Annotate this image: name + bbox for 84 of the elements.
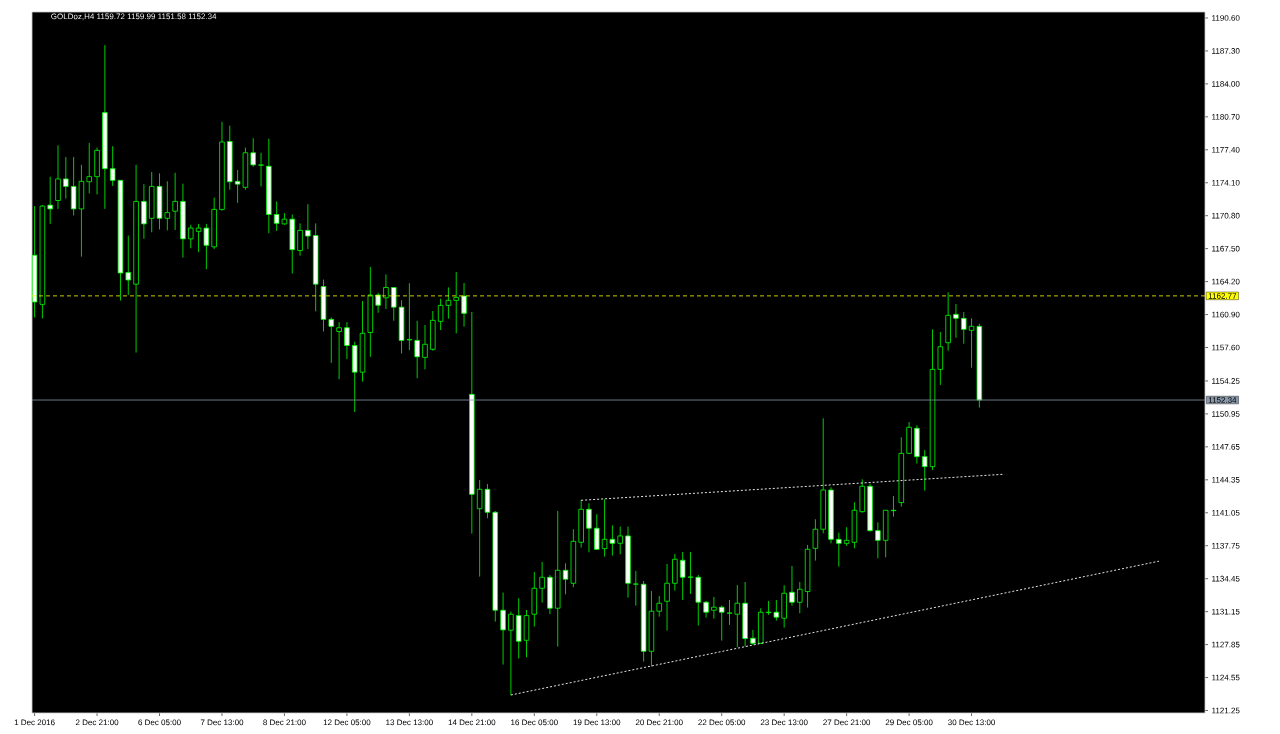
y-tick-label: 1160.90: [1212, 311, 1240, 318]
candlestick: [594, 513, 600, 551]
candlestick: [336, 321, 342, 380]
candlestick: [250, 137, 256, 168]
candlestick: [703, 600, 709, 619]
candlestick: [383, 274, 389, 310]
candlestick: [305, 203, 311, 250]
candlestick: [55, 144, 61, 210]
x-tick-label: 27 Dec 21:00: [823, 719, 871, 726]
candlestick: [711, 596, 717, 620]
x-tick-label: 13 Dec 13:00: [386, 719, 433, 726]
y-tick-label: 1167.50: [1212, 245, 1240, 252]
x-tick-label: 30 Dec 13:00: [948, 719, 996, 726]
candlestick: [672, 553, 678, 591]
candlestick: [453, 271, 459, 334]
chart-title: GOLDoz,H4 1159.72 1159.99 1151.58 1152.34: [51, 13, 217, 21]
candlestick: [141, 183, 147, 240]
candlestick: [297, 222, 303, 257]
x-tick-label: 1 Dec 2016: [14, 719, 55, 726]
x-tick-label: 16 Dec 05:00: [511, 719, 558, 726]
y-tick-label: 1154.25: [1212, 378, 1240, 384]
x-tick-label: 22 Dec 05:00: [698, 719, 746, 726]
candlestick: [875, 521, 881, 559]
y-tick-label: 1137.75: [1212, 542, 1240, 549]
y-tick-label: 1134.45: [1212, 575, 1240, 582]
x-tick-label: 20 Dec 21:00: [635, 719, 683, 726]
y-tick-label: 1150.95: [1212, 411, 1240, 417]
y-tick-label: 1141.05: [1212, 509, 1240, 516]
y-tick-label: 1147.65: [1212, 444, 1240, 450]
candlestick: [172, 172, 178, 231]
y-tick-label: 1177.40: [1212, 146, 1240, 153]
candlestick: [86, 142, 92, 194]
y-tick-label: 1127.85: [1212, 641, 1240, 648]
candlestick: [797, 581, 803, 614]
candlestick: [375, 292, 381, 314]
candlestick: [539, 561, 545, 604]
candlestick: [508, 611, 514, 696]
y-tick-label: 1190.60: [1212, 15, 1240, 21]
candlestick: [328, 317, 335, 364]
y-tick-label: 1121.25: [1212, 707, 1240, 714]
y-tick-label: 1164.20: [1212, 278, 1240, 285]
x-tick-label: 2 Dec 21:00: [75, 719, 119, 726]
candlestick: [586, 502, 592, 553]
x-tick-label: 12 Dec 05:00: [323, 719, 371, 726]
y-tick-label: 1174.10: [1212, 179, 1240, 186]
y-tick-label: 1184.00: [1212, 81, 1240, 87]
candlestick: [125, 235, 132, 296]
candlestick: [664, 563, 670, 631]
candlestick: [633, 570, 639, 607]
x-tick-label: 7 Dec 13:00: [200, 719, 244, 726]
candlestick: [617, 526, 623, 555]
ref-line-label: 1152.34: [1208, 397, 1237, 403]
candlestick: [953, 303, 959, 339]
candlestick: [461, 282, 467, 328]
x-tick-label: 8 Dec 21:00: [263, 719, 306, 726]
y-tick-label: 1157.60: [1212, 344, 1240, 351]
candlestick: [836, 532, 842, 567]
candlestick: [500, 592, 506, 665]
y-tick-label: 1131.15: [1212, 608, 1240, 615]
x-tick-label: 14 Dec 21:00: [448, 719, 496, 726]
y-tick-label: 1124.55: [1212, 674, 1240, 681]
candlestick: [812, 518, 819, 561]
candlestick: [188, 224, 194, 249]
y-tick-label: 1180.70: [1212, 113, 1240, 120]
candlestick: [656, 595, 662, 618]
candlestick: [718, 605, 725, 641]
candlestick: [47, 176, 53, 225]
ref-line-label: 1162.77: [1208, 293, 1237, 299]
y-tick-label: 1170.80: [1212, 212, 1240, 219]
candlestick: [414, 320, 420, 379]
y-tick-label: 1144.35: [1212, 476, 1240, 483]
candlestick: [344, 321, 350, 360]
x-tick-label: 29 Dec 05:00: [885, 719, 933, 726]
y-tick-label: 1187.30: [1212, 48, 1240, 54]
candlestick: [391, 287, 397, 322]
candlestick: [789, 565, 795, 607]
x-tick-label: 23 Dec 13:00: [760, 719, 808, 726]
candlestick: [63, 156, 69, 200]
x-tick-label: 6 Dec 05:00: [138, 719, 181, 726]
candlestick: [750, 629, 756, 646]
candlestick: [961, 311, 967, 345]
candlestick: [258, 152, 264, 187]
x-tick-label: 19 Dec 13:00: [573, 719, 621, 726]
candlestick: [422, 324, 428, 370]
